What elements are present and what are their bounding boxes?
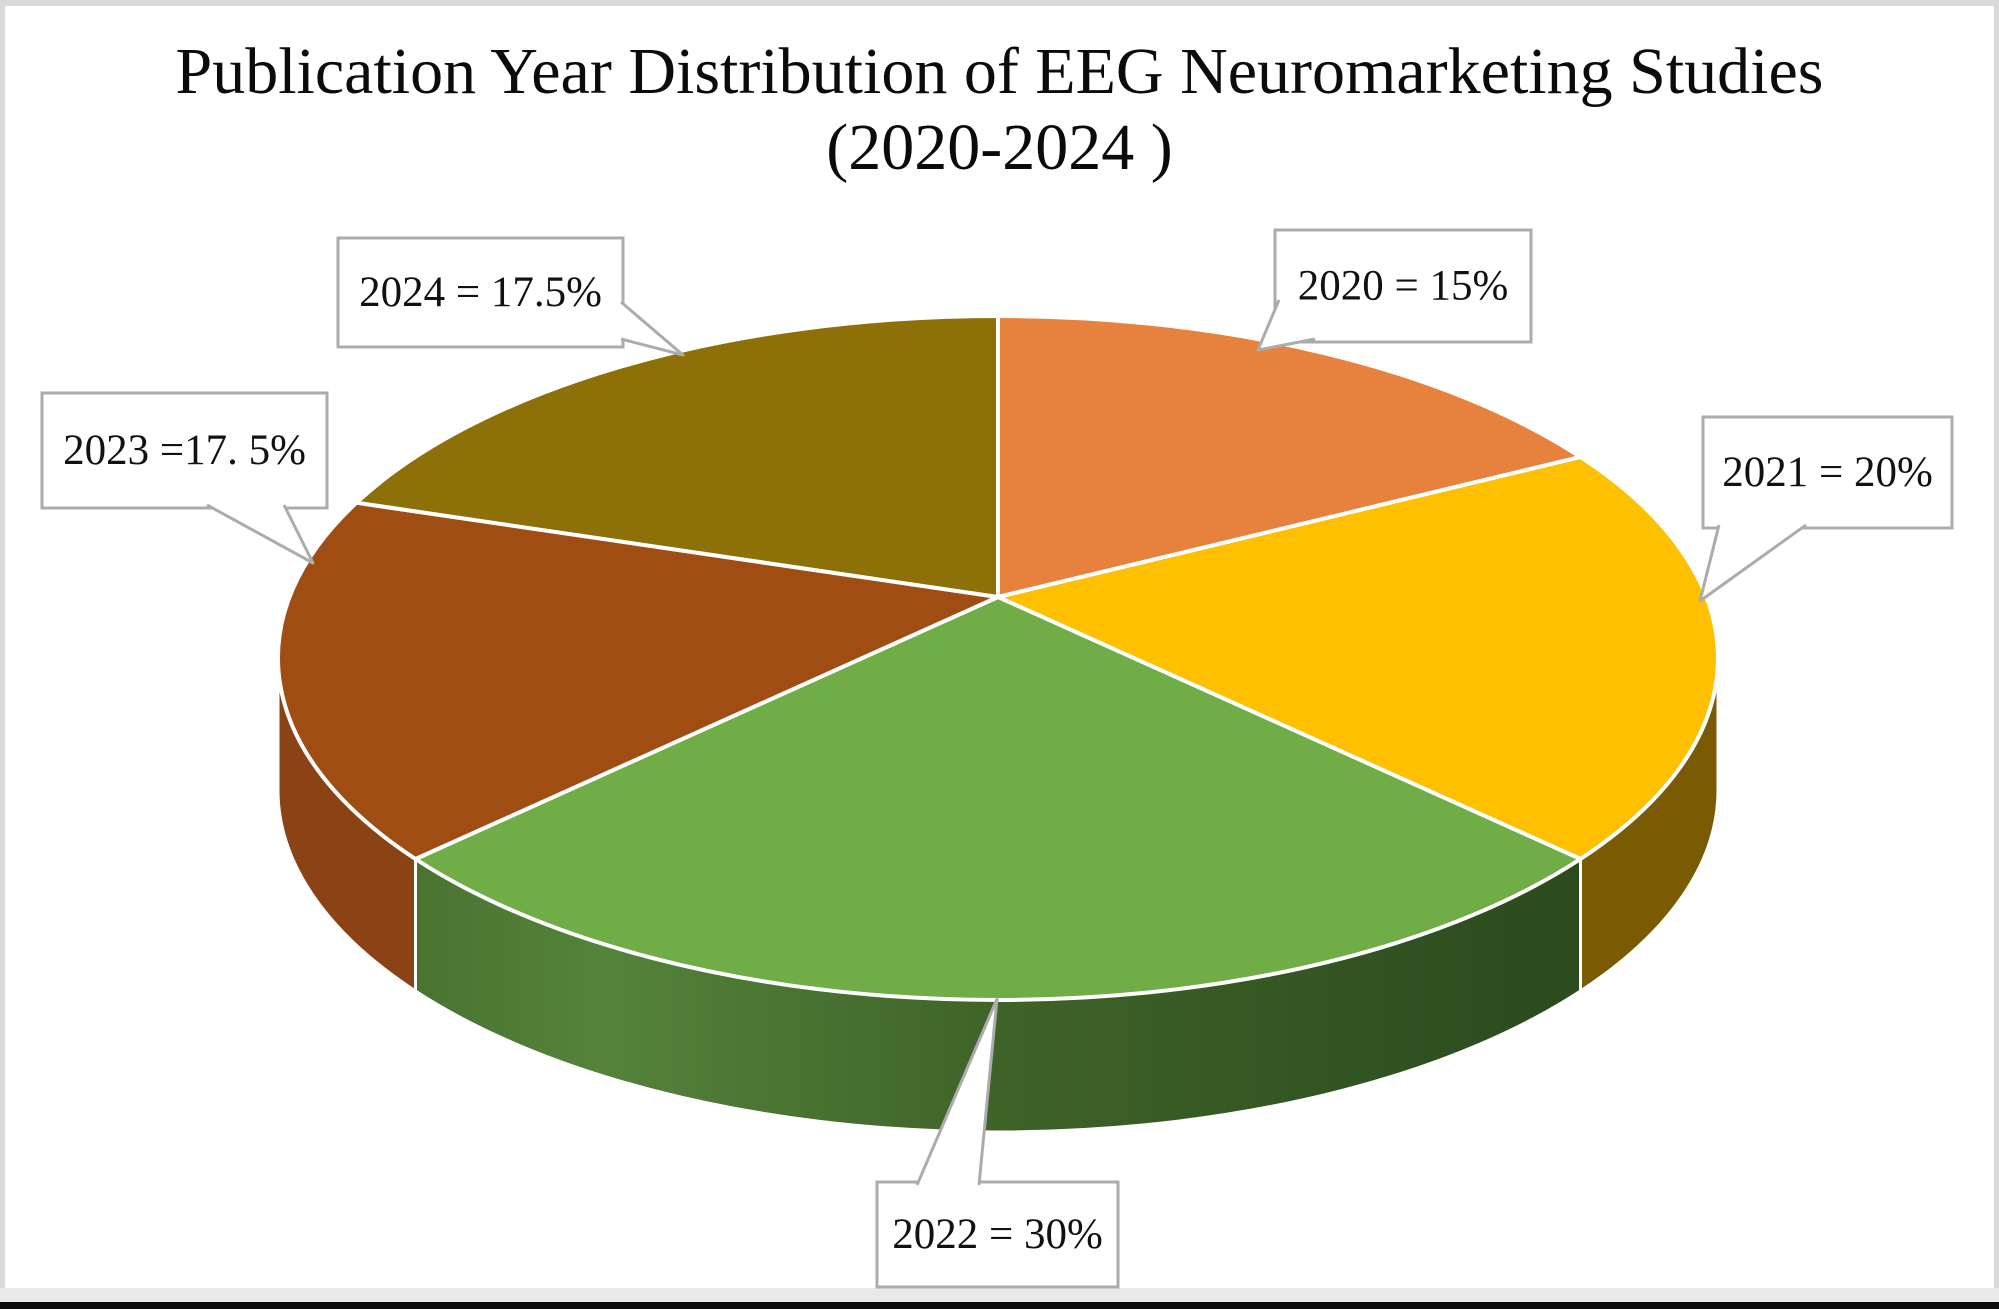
pie-slice-2021 xyxy=(996,455,1720,861)
pie-slice-2020 xyxy=(996,314,1583,599)
page-frame-bottom-strip xyxy=(0,1288,1999,1302)
callout-box-2022 xyxy=(875,1180,1120,1289)
callout-label-2024: 2024 = 17.5% xyxy=(359,269,602,316)
callout-pointer-2020 xyxy=(1256,299,1316,352)
pie-top-faces xyxy=(276,314,1720,1002)
callout-box-2023 xyxy=(40,391,329,510)
callout-2024: 2024 = 17.5% xyxy=(336,236,685,357)
callout-label-2021: 2021 = 20% xyxy=(1722,449,1933,496)
callout-2020: 2020 = 15% xyxy=(1256,228,1533,352)
pie-callouts: 2020 = 15% 2021 = 20% 2022 = 30% 2023 =17. … xyxy=(40,228,1954,1289)
page-frame-top xyxy=(0,0,1999,6)
callout-pointer-2021 xyxy=(1698,523,1807,603)
page-frame-bottom-bar xyxy=(0,1302,1999,1309)
pie-slice-2023 xyxy=(276,500,1000,861)
callout-pointer-2022 xyxy=(915,997,999,1186)
callout-label-2022: 2022 = 30% xyxy=(892,1211,1103,1258)
callout-pointer-2024 xyxy=(620,300,685,357)
chart-title: Publication Year Distribution of EEG Neu… xyxy=(0,34,1999,186)
chart-title-line2: (2020-2024 ) xyxy=(826,111,1173,184)
callout-2022: 2022 = 30% xyxy=(875,997,1120,1289)
page-frame-left xyxy=(0,0,5,1309)
callout-box-2024 xyxy=(336,236,625,349)
pie-side-walls xyxy=(276,656,1720,1134)
callout-box-2020 xyxy=(1273,228,1533,344)
callout-box-2021 xyxy=(1701,415,1954,530)
callout-label-2020: 2020 = 15% xyxy=(1298,263,1509,310)
callout-2021: 2021 = 20% xyxy=(1698,415,1954,603)
chart-title-line1: Publication Year Distribution of EEG Neu… xyxy=(175,35,1824,108)
callout-label-2023: 2023 =17. 5% xyxy=(63,427,306,474)
pie-slice-2024 xyxy=(354,314,1000,599)
page-frame-right xyxy=(1994,0,1999,1309)
callout-pointer-2023 xyxy=(206,503,315,565)
callout-2023: 2023 =17. 5% xyxy=(40,391,329,565)
